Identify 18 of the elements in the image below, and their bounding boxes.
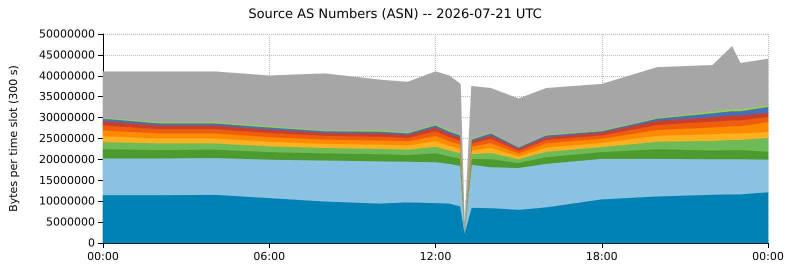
- y-axis-title: Bytes per time slot (300 s): [7, 65, 20, 212]
- y-tick-label: 30000000: [39, 111, 95, 124]
- x-tick-label: 12:00: [420, 250, 452, 263]
- y-tick-label: 10000000: [39, 194, 95, 208]
- y-tick-label: 40000000: [39, 69, 95, 82]
- y-tick-label: 15000000: [39, 174, 95, 187]
- x-tick-label: 18:00: [586, 250, 618, 263]
- y-tick-label: 35000000: [39, 90, 95, 104]
- chart-title: Source AS Numbers (ASN) -- 2026-07-21 UTC: [248, 7, 542, 22]
- y-tick-label: 5000000: [46, 216, 95, 229]
- y-tick-label: 45000000: [39, 48, 95, 62]
- y-tick-label: 25000000: [39, 132, 95, 145]
- y-tick-label: 20000000: [39, 152, 95, 166]
- x-tick-label: 06:00: [253, 250, 286, 263]
- x-tick-label: 00:00: [87, 250, 119, 263]
- x-tick-label: 00:00: [752, 250, 784, 263]
- y-tick-label: 0: [88, 236, 95, 250]
- y-tick-label: 50000000: [39, 28, 95, 40]
